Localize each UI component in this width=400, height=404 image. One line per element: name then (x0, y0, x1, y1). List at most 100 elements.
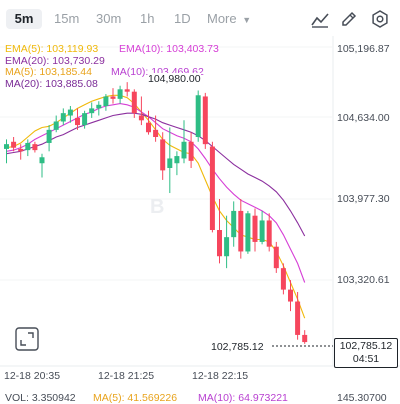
candle[interactable] (231, 201, 237, 247)
candle[interactable] (11, 137, 17, 152)
candle-body (103, 96, 109, 106)
candle[interactable] (174, 151, 180, 176)
min-price-label: 102,785.12 (211, 341, 264, 353)
candle[interactable] (18, 144, 24, 160)
candle-body (39, 157, 45, 164)
chevron-down-icon: ▼ (242, 15, 252, 25)
timeframe-15m[interactable]: 15m (54, 11, 80, 26)
candle[interactable] (46, 125, 52, 152)
candle[interactable] (131, 89, 137, 118)
timeframe-30m[interactable]: 30m (96, 11, 122, 26)
candle[interactable] (146, 110, 151, 135)
candle[interactable] (53, 115, 59, 133)
candle-body (117, 89, 123, 99)
current-price-tag: 102,785.12 04:51 (334, 338, 398, 368)
timeframe-1d[interactable]: 1D (174, 11, 191, 26)
candle[interactable] (238, 199, 244, 259)
candle-body (60, 113, 66, 122)
candle[interactable] (273, 241, 279, 273)
candle-body (302, 334, 308, 343)
candle[interactable] (103, 94, 109, 111)
candle[interactable] (160, 132, 166, 180)
candle[interactable] (96, 101, 102, 116)
more-label: More (207, 11, 237, 26)
candle-body (124, 89, 130, 92)
candle-body (138, 115, 144, 121)
candle[interactable] (181, 120, 187, 164)
candle[interactable] (252, 208, 258, 252)
legend-ema10: EMA(10): 103,403.73 (119, 43, 219, 55)
candle[interactable] (302, 330, 308, 344)
candle[interactable] (25, 139, 31, 157)
more-dropdown[interactable]: More ▼ (207, 9, 251, 29)
candle-body (131, 91, 137, 114)
candle-body (224, 237, 230, 257)
candle[interactable] (117, 85, 123, 104)
candle[interactable] (195, 90, 201, 142)
candle-body (67, 109, 73, 116)
candle-body (174, 156, 180, 164)
candle-body (82, 113, 88, 126)
expand-icon[interactable] (15, 327, 39, 351)
candle-body (96, 104, 102, 109)
candle[interactable] (209, 141, 215, 233)
max-price-label: 104,980.00 (148, 73, 201, 85)
settings-icon[interactable] (370, 9, 390, 29)
candlestick-chart[interactable] (0, 36, 400, 400)
candle[interactable] (75, 108, 80, 130)
price-tick: 105,196.87 (337, 43, 390, 55)
candle[interactable] (39, 153, 45, 178)
legend-ma20: MA(20): 103,885.08 (5, 78, 98, 90)
timeframe-5m[interactable]: 5m (6, 9, 42, 29)
candle-body (46, 129, 52, 143)
vol-ma5: MA(5): 41.569226 (93, 392, 178, 404)
candle[interactable] (266, 213, 272, 252)
candle-body (202, 96, 208, 145)
candle[interactable] (153, 115, 159, 142)
indicator-icon[interactable] (310, 9, 330, 29)
candle[interactable] (138, 96, 144, 126)
price-tick: 103,320.61 (337, 274, 390, 286)
vol-axis-value: 145.30700 (337, 392, 387, 404)
chart-area[interactable] (0, 36, 400, 400)
time-tick: 12-18 20:35 (4, 370, 61, 382)
candle-body (110, 96, 116, 99)
candle[interactable] (110, 88, 116, 104)
candle[interactable] (188, 132, 194, 168)
candle-body (231, 210, 237, 238)
draw-icon[interactable] (339, 9, 359, 29)
candle[interactable] (295, 292, 301, 340)
candle-body (188, 141, 194, 161)
candle-countdown: 04:51 (352, 353, 380, 365)
time-tick: 12-18 22:15 (192, 370, 249, 382)
candle[interactable] (288, 280, 293, 312)
candle[interactable] (224, 215, 230, 269)
candle[interactable] (67, 106, 73, 123)
candle-body (273, 246, 279, 269)
candle-body (181, 141, 187, 159)
candle[interactable] (202, 92, 208, 149)
candle[interactable] (167, 127, 173, 194)
candle[interactable] (124, 82, 130, 97)
candle[interactable] (245, 210, 251, 254)
candle[interactable] (60, 108, 66, 126)
timeframe-1h[interactable]: 1h (140, 11, 155, 26)
candle-body (195, 95, 201, 137)
candle[interactable] (259, 210, 265, 245)
candle[interactable] (280, 263, 286, 295)
candle-body (160, 139, 166, 171)
candle-body (245, 213, 251, 252)
candle-body (288, 289, 293, 302)
legend-ema20: EMA(20): 103,730.29 (5, 55, 105, 67)
candle[interactable] (4, 139, 9, 164)
legend-ema5: EMA(5): 103,119.93 (5, 43, 99, 55)
price-tick: 103,977.30 (337, 193, 390, 205)
candle-body (266, 220, 272, 247)
candle[interactable] (32, 141, 38, 153)
current-price-value: 102,785.12 (339, 340, 393, 352)
candle[interactable] (82, 110, 88, 129)
candle[interactable] (89, 102, 95, 118)
candle-body (75, 117, 80, 126)
candle-body (32, 144, 38, 151)
candle[interactable] (217, 199, 222, 264)
